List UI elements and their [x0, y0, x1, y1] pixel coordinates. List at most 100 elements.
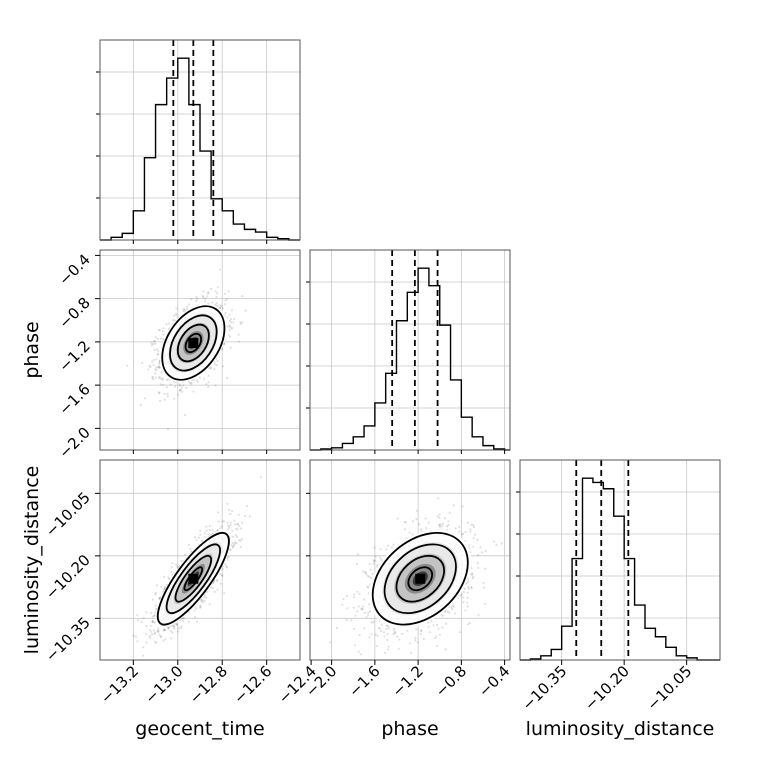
hist-luminosity_distance-bars: [520, 477, 720, 661]
scatter-geocent_time-vs-luminosity_distance-point: [158, 597, 161, 600]
scatter-phase-vs-luminosity_distance-point: [411, 533, 414, 536]
scatter-phase-vs-luminosity_distance-grid: [310, 460, 510, 660]
scatter-phase-vs-luminosity_distance-point: [403, 528, 406, 531]
scatter-geocent_time-vs-phase-point: [228, 319, 231, 322]
scatter-geocent_time-vs-luminosity_distance-point: [162, 629, 165, 632]
scatter-phase-vs-luminosity_distance-point: [350, 619, 353, 622]
scatter-geocent_time-vs-luminosity_distance-point: [199, 533, 202, 536]
scatter-phase-vs-luminosity_distance-point: [474, 533, 477, 536]
scatter-geocent_time-vs-luminosity_distance-point: [231, 546, 234, 549]
scatter-phase-vs-luminosity_distance-point: [484, 567, 487, 570]
scatter-geocent_time-vs-phase-point: [161, 338, 164, 341]
scatter-geocent_time-vs-luminosity_distance-point: [153, 632, 156, 635]
scatter-geocent_time-vs-luminosity_distance-grid: [100, 460, 300, 660]
ylabel-luminosity_distance: luminosity_distance: [21, 466, 43, 655]
scatter-geocent_time-vs-luminosity_distance-point: [160, 586, 163, 589]
scatter-phase-vs-luminosity_distance-point: [346, 607, 349, 610]
scatter-phase-vs-luminosity_distance-point: [357, 605, 360, 608]
scatter-phase-vs-luminosity_distance-point: [359, 653, 362, 656]
scatter-geocent_time-vs-phase-point: [160, 371, 163, 374]
scatter-geocent_time-vs-phase-frame: [99, 249, 301, 451]
scatter-geocent_time-vs-luminosity_distance-point: [154, 593, 157, 596]
scatter-geocent_time-vs-phase-contour-1: [176, 323, 210, 363]
scatter-geocent_time-vs-phase-point: [162, 333, 165, 336]
scatter-phase-vs-luminosity_distance-point: [436, 515, 439, 518]
scatter-geocent_time-vs-luminosity_distance-point: [151, 615, 154, 618]
scatter-phase-vs-luminosity_distance-point: [363, 627, 366, 630]
scatter-geocent_time-vs-phase-point: [223, 343, 226, 346]
xtick-label-luminosity_distance-1: −10.20: [581, 662, 633, 714]
scatter-geocent_time-vs-phase-point: [229, 324, 232, 327]
scatter-geocent_time-vs-luminosity_distance-point: [171, 573, 174, 576]
scatter-geocent_time-vs-luminosity_distance-point: [142, 616, 145, 620]
scatter-geocent_time-vs-phase-point: [158, 366, 162, 369]
scatter-phase-vs-luminosity_distance-point: [394, 631, 397, 634]
scatter-geocent_time-vs-phase-point: [215, 302, 218, 305]
scatter-phase-vs-luminosity_distance-point: [365, 573, 368, 576]
scatter-phase-vs-luminosity_distance-point: [363, 611, 367, 615]
scatter-geocent_time-vs-luminosity_distance-point: [195, 607, 198, 610]
scatter-geocent_time-vs-phase-point: [173, 397, 176, 400]
xlabel-luminosity_distance: luminosity_distance: [526, 718, 715, 740]
scatter-geocent_time-vs-phase-point: [221, 307, 224, 310]
scatter-geocent_time-vs-luminosity_distance-point: [237, 523, 240, 526]
scatter-geocent_time-vs-phase-point: [148, 364, 151, 368]
scatter-geocent_time-vs-luminosity_distance-point: [226, 558, 229, 561]
scatter-geocent_time-vs-phase-point: [151, 360, 154, 363]
scatter-geocent_time-vs-phase-point: [202, 296, 205, 299]
scatter-geocent_time-vs-luminosity_distance-point: [225, 566, 228, 569]
scatter-phase-vs-luminosity_distance-point: [397, 647, 400, 650]
scatter-phase-vs-luminosity_distance-point: [420, 629, 423, 632]
scatter-phase-vs-luminosity_distance-point: [438, 524, 441, 527]
scatter-geocent_time-vs-luminosity_distance-point: [155, 584, 158, 587]
scatter-geocent_time-vs-luminosity_distance-point: [140, 621, 143, 624]
scatter-phase-vs-luminosity_distance-point: [472, 525, 475, 529]
scatter-geocent_time-vs-phase-point: [228, 328, 231, 331]
scatter-phase-vs-luminosity_distance-point: [329, 641, 332, 644]
scatter-geocent_time-vs-luminosity_distance-point: [195, 539, 198, 542]
scatter-geocent_time-vs-luminosity_distance-point: [153, 614, 156, 618]
scatter-phase-vs-luminosity_distance-point: [467, 544, 470, 547]
scatter-geocent_time-vs-luminosity_distance-point: [199, 605, 202, 608]
scatter-geocent_time-vs-luminosity_distance-point: [193, 536, 197, 539]
scatter-geocent_time-vs-phase-point: [195, 379, 199, 382]
scatter-phase-vs-luminosity_distance-point: [362, 570, 365, 573]
scatter-phase-vs-luminosity_distance-point: [380, 629, 383, 633]
scatter-geocent_time-vs-phase-point: [241, 321, 244, 324]
scatter-geocent_time-vs-phase-point: [160, 377, 163, 380]
scatter-geocent_time-vs-luminosity_distance-point: [227, 555, 230, 559]
scatter-geocent_time-vs-luminosity_distance-point: [177, 627, 180, 630]
scatter-phase-vs-luminosity_distance-point: [466, 521, 469, 524]
scatter-geocent_time-vs-luminosity_distance-point: [235, 542, 238, 545]
scatter-phase-vs-luminosity_distance-point: [368, 575, 371, 579]
scatter-phase-vs-luminosity_distance-point: [466, 596, 469, 600]
scatter-geocent_time-vs-luminosity_distance-point: [168, 577, 171, 581]
scatter-phase-vs-luminosity_distance-point: [363, 598, 366, 601]
scatter-geocent_time-vs-luminosity_distance-point: [206, 590, 209, 593]
scatter-phase-vs-luminosity_distance-point: [479, 546, 482, 549]
scatter-phase-vs-luminosity_distance-point: [387, 544, 390, 547]
scatter-phase-vs-luminosity_distance-point: [437, 627, 440, 630]
scatter-geocent_time-vs-luminosity_distance-point: [200, 598, 203, 601]
scatter-geocent_time-vs-luminosity_distance-point: [184, 553, 187, 556]
scatter-geocent_time-vs-luminosity_distance-point: [150, 630, 153, 633]
ytick-label-phase-3: −0.8: [55, 294, 93, 332]
scatter-geocent_time-vs-phase-point: [227, 290, 230, 293]
scatter-phase-vs-luminosity_distance-point: [373, 560, 376, 563]
scatter-geocent_time-vs-phase-contour-3: [161, 305, 226, 381]
scatter-geocent_time-vs-luminosity_distance-point: [154, 604, 157, 607]
scatter-phase-vs-luminosity_distance-point: [396, 635, 399, 638]
scatter-geocent_time-vs-phase-point: [126, 364, 129, 367]
scatter-geocent_time-vs-luminosity_distance-contour-1: [174, 554, 213, 603]
scatter-geocent_time-vs-luminosity_distance-point: [212, 581, 215, 584]
scatter-geocent_time-vs-phase-point: [157, 366, 160, 369]
scatter-geocent_time-vs-phase-point: [154, 372, 157, 375]
scatter-geocent_time-vs-luminosity_distance-point: [189, 547, 192, 551]
scatter-geocent_time-vs-luminosity_distance-point: [216, 578, 219, 581]
scatter-phase-vs-luminosity_distance-point: [461, 593, 464, 596]
scatter-geocent_time-vs-phase-point: [203, 377, 206, 380]
scatter-geocent_time-vs-phase-point: [154, 376, 158, 379]
scatter-geocent_time-vs-phase-point: [158, 362, 161, 365]
scatter-geocent_time-vs-luminosity_distance-contours: [156, 532, 230, 626]
scatter-geocent_time-vs-phase-point: [163, 398, 166, 401]
